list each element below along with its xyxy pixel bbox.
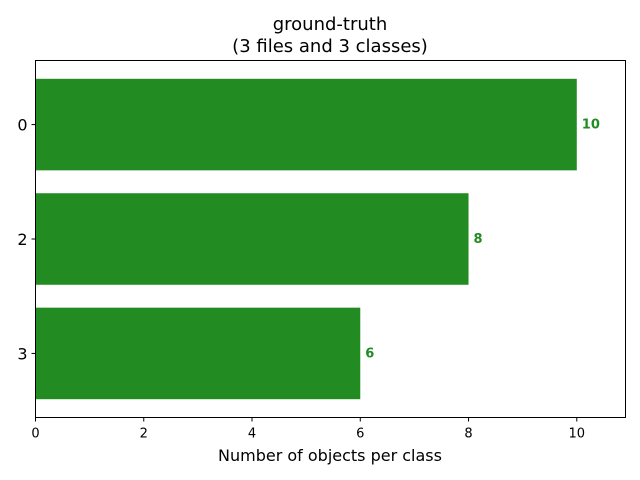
data-label-2: 8	[474, 232, 483, 247]
x-axis: 0 2 4 6 8 10	[31, 417, 586, 442]
chart-title-line-2: (3 files and 3 classes)	[232, 36, 428, 57]
bar-0	[35, 78, 577, 171]
y-tick-label-3: 3	[17, 344, 27, 363]
y-tick-label-2: 2	[17, 230, 27, 249]
x-tick-label-6: 6	[356, 427, 364, 442]
x-tick-label-8: 8	[464, 427, 472, 442]
x-axis-label: Number of objects per class	[218, 446, 442, 465]
data-label-3: 6	[365, 346, 374, 361]
bar-2	[35, 193, 469, 285]
bars-group	[35, 78, 577, 400]
chart-title-line-1: ground-truth	[273, 14, 388, 35]
y-tick-label-0: 0	[17, 116, 27, 135]
data-label-0: 10	[582, 118, 600, 133]
x-tick-label-2: 2	[140, 427, 148, 442]
y-axis: 0 2 3	[17, 116, 36, 363]
x-tick-label-4: 4	[248, 427, 256, 442]
bar-3	[35, 307, 361, 400]
data-labels-group: 10 8 6	[365, 118, 600, 362]
chart-title: ground-truth (3 files and 3 classes)	[232, 14, 428, 57]
x-tick-label-10: 10	[569, 427, 586, 442]
x-tick-label-0: 0	[31, 427, 39, 442]
